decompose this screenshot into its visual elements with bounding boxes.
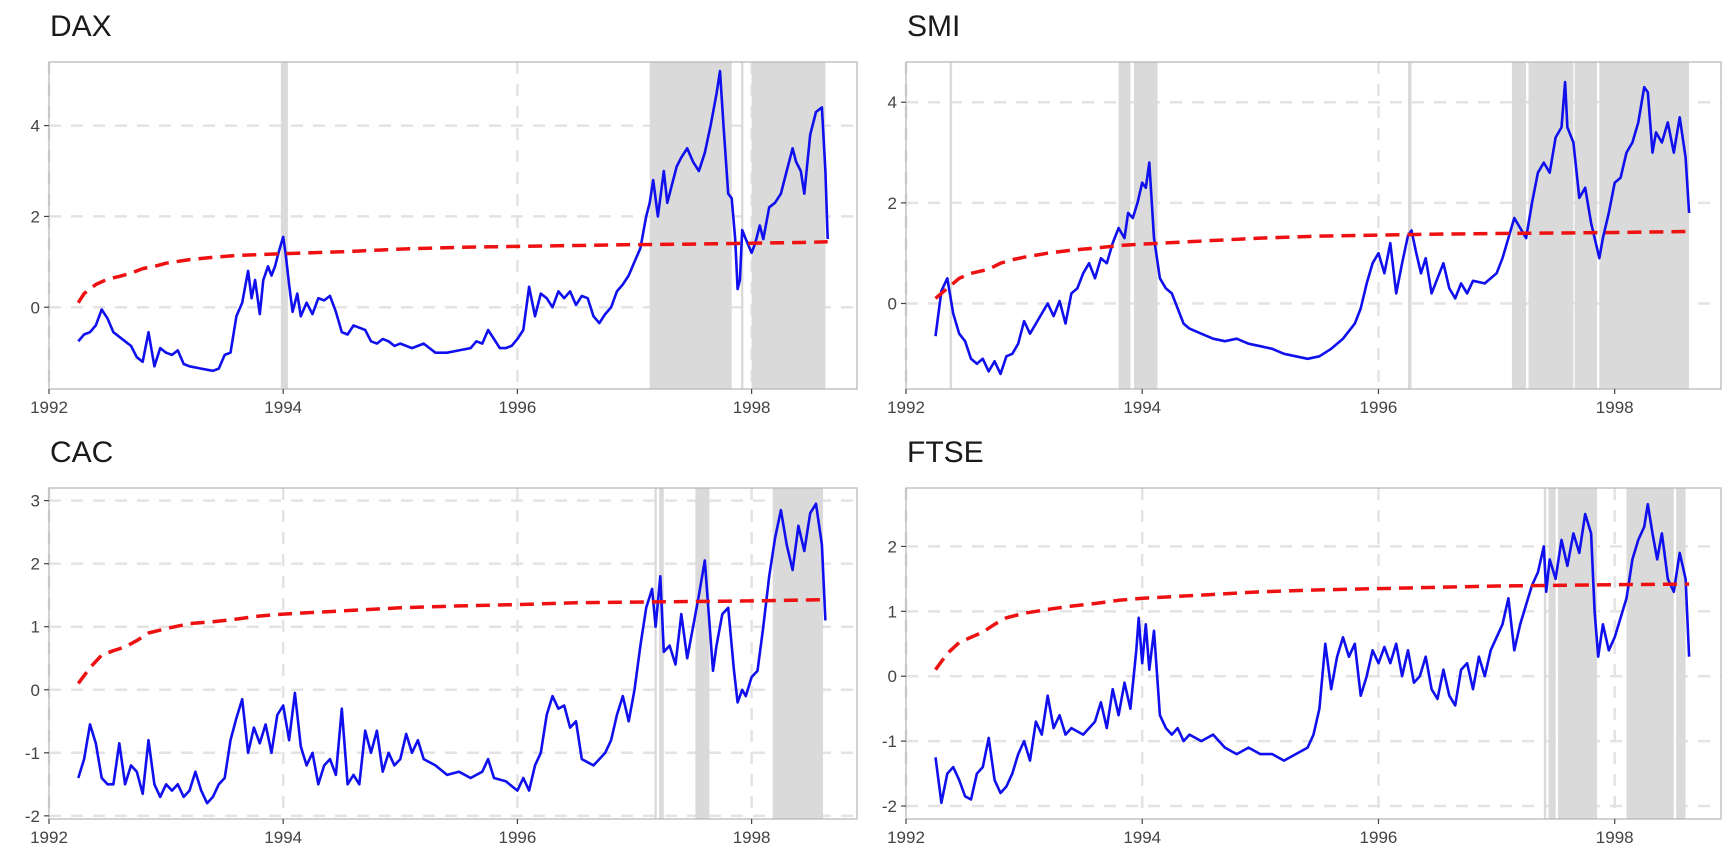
shaded-period <box>654 488 657 819</box>
panel-border <box>48 61 858 390</box>
y-tick-label: 2 <box>31 555 40 574</box>
plot-background <box>906 62 1721 389</box>
shaded-period <box>949 62 953 389</box>
y-tick-label: 4 <box>31 117 40 136</box>
y-tick-label: 2 <box>888 537 897 556</box>
y-tick-label: 3 <box>31 492 40 511</box>
shaded-period <box>659 488 664 819</box>
chart-svg: 0 2 4 1992 1994 1996 1998 <box>887 61 1722 417</box>
shaded-period <box>649 62 732 389</box>
chart-svg: -2 -1 0 1 2 1992 1994 1996 1998 <box>882 487 1722 847</box>
shaded-period <box>1548 488 1556 819</box>
x-tick-label: 1998 <box>733 828 771 847</box>
x-tick-label: 1996 <box>498 398 536 417</box>
shaded-period <box>1407 62 1412 389</box>
x-tick-label: 1996 <box>498 828 536 847</box>
plot-background <box>49 488 857 819</box>
y-tick-label: 2 <box>31 207 40 226</box>
threshold-line <box>76 240 828 304</box>
observed-line <box>934 502 1691 805</box>
x-tick-label: 1994 <box>264 398 302 417</box>
panel-border <box>48 487 858 820</box>
y-tick-label: 1 <box>888 602 897 621</box>
shaded-period <box>1118 62 1131 389</box>
shaded-period <box>1543 488 1547 819</box>
shaded-period <box>695 488 710 819</box>
x-tick-label: 1994 <box>264 828 302 847</box>
x-tick-label: 1994 <box>1123 398 1161 417</box>
y-tick-label: 0 <box>888 294 897 313</box>
y-tick-label: 1 <box>31 618 40 637</box>
x-tick-label: 1992 <box>30 828 68 847</box>
chart-panel-cac: CAC -2 -1 0 1 2 3 1992 1994 1996 1998 <box>0 432 864 865</box>
x-tick-label: 1994 <box>1123 828 1161 847</box>
x-tick-label: 1992 <box>887 828 925 847</box>
shaded-period <box>1133 62 1158 389</box>
shaded-period <box>280 62 288 389</box>
x-tick-label: 1992 <box>887 398 925 417</box>
chart-panel-smi: SMI 0 2 4 1992 1994 1996 1998 <box>857 0 1728 432</box>
y-tick-label: -2 <box>25 807 40 826</box>
panel-title: FTSE <box>907 436 984 469</box>
y-tick-label: 0 <box>31 681 40 700</box>
y-tick-label: 0 <box>31 298 40 317</box>
chart-svg: 0 2 4 1992 1994 1996 1998 <box>30 61 858 417</box>
y-tick-label: 2 <box>888 194 897 213</box>
panel-title: CAC <box>50 436 114 469</box>
chart-panel-ftse: FTSE -2 -1 0 1 2 1992 1994 1996 1998 <box>857 432 1728 865</box>
chart-panel-dax: DAX 0 2 4 1992 1994 1996 1998 <box>0 0 864 432</box>
y-tick-label: 4 <box>888 93 897 112</box>
shaded-period <box>1626 488 1674 819</box>
shaded-period <box>1676 488 1686 819</box>
x-tick-label: 1992 <box>30 398 68 417</box>
threshold-line <box>934 229 1690 300</box>
x-tick-label: 1996 <box>1360 828 1398 847</box>
x-tick-label: 1998 <box>733 398 771 417</box>
x-tick-label: 1998 <box>1596 398 1634 417</box>
y-tick-label: -1 <box>25 744 40 763</box>
panel-title: DAX <box>50 10 112 43</box>
threshold-line <box>934 582 1690 671</box>
plot-background <box>49 62 857 389</box>
y-tick-label: -1 <box>882 732 897 751</box>
shaded-period <box>1599 62 1690 389</box>
shaded-period <box>1574 62 1597 389</box>
observed-line <box>934 80 1691 376</box>
y-tick-label: -2 <box>882 797 897 816</box>
panel-border <box>905 61 1722 390</box>
y-tick-label: 0 <box>888 667 897 686</box>
shaded-period <box>741 62 744 389</box>
x-tick-label: 1996 <box>1360 398 1398 417</box>
observed-line <box>77 502 827 805</box>
x-tick-label: 1998 <box>1596 828 1634 847</box>
shaded-period <box>751 62 826 389</box>
observed-line <box>77 69 829 373</box>
panel-title: SMI <box>907 10 961 43</box>
threshold-line <box>76 597 826 685</box>
panel-border <box>905 487 1722 820</box>
chart-svg: -2 -1 0 1 2 3 1992 1994 1996 1998 <box>25 487 858 847</box>
shaded-period <box>772 488 824 819</box>
